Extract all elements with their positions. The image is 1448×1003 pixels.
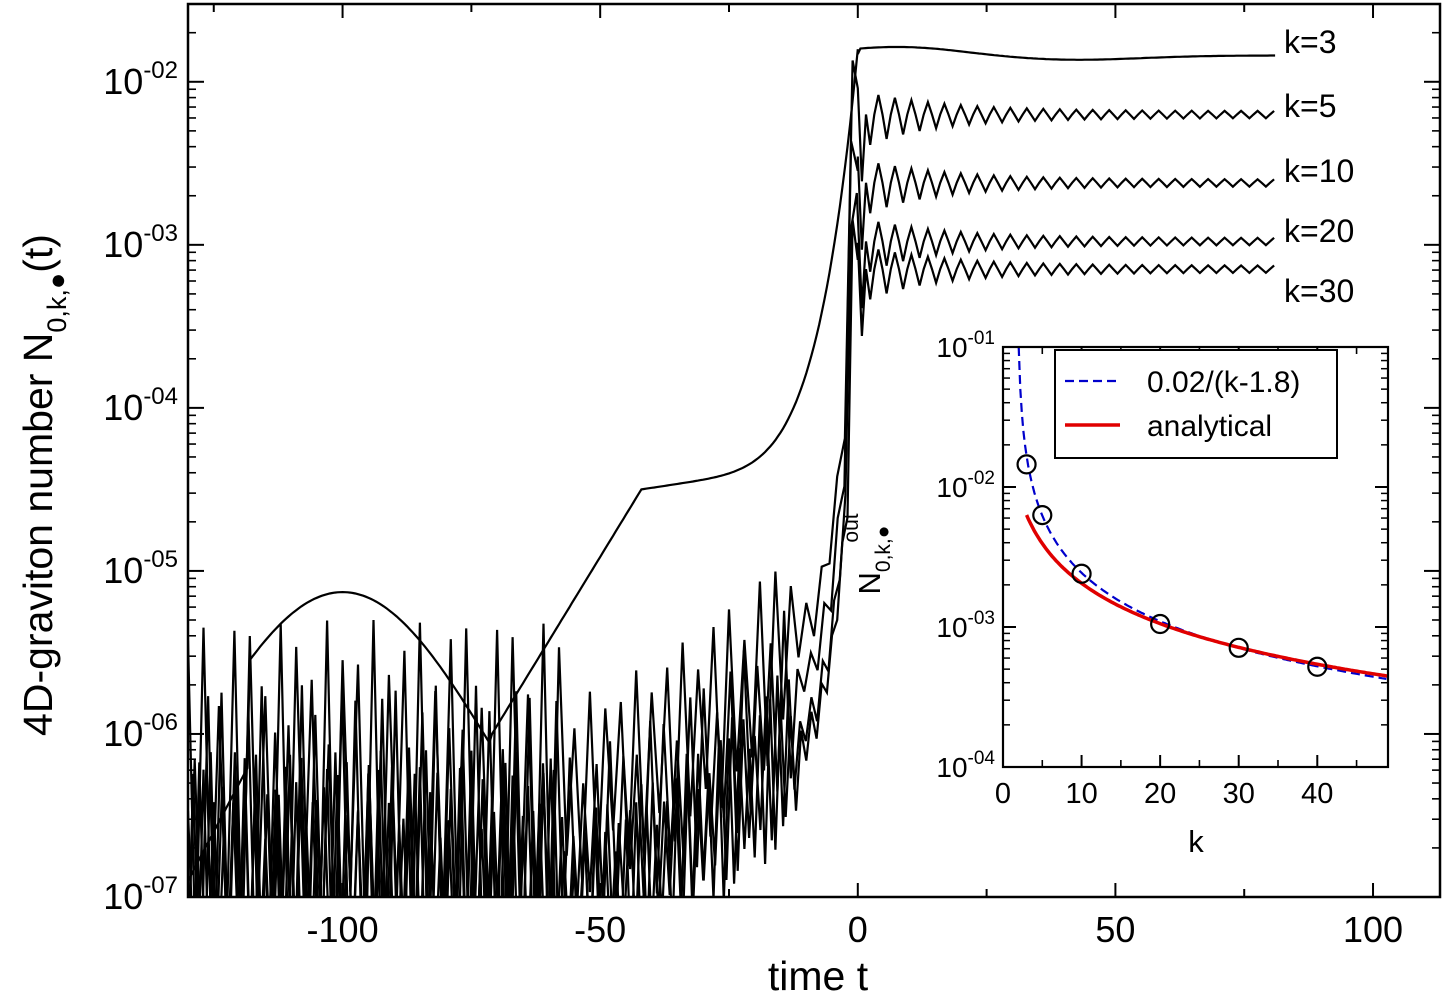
inset-y-tick-label: 10-04 (936, 748, 995, 783)
inset-y-axis-label-superscript: out (840, 513, 863, 542)
main-y-tick-exponent: -07 (143, 872, 178, 899)
data-point-k30 (1228, 637, 1249, 658)
inset-x-tick-label: 10 (1065, 778, 1097, 810)
data-point-k20 (1150, 613, 1171, 635)
main-frame-border (186, 2, 1442, 899)
main-y-tick-label: 10-05 (103, 546, 178, 591)
data-point-k3 (1016, 454, 1037, 475)
data-point-k5 (1032, 504, 1053, 526)
main-x-axis-label: time t (768, 953, 869, 998)
data-point-k40 (1307, 656, 1328, 677)
inset-y-tick-label: 10-01 (936, 328, 995, 363)
series-label-k10: k=10 (1284, 153, 1354, 189)
analytical-curve (1024, 514, 1389, 678)
main-y-tick-label: 10-02 (103, 57, 178, 102)
main-y-tick-label: 10-03 (103, 220, 178, 265)
inset-y-tick-label: 10-03 (936, 608, 995, 643)
main-x-tick-label: 100 (1343, 909, 1403, 950)
main-y-axis-label: 4D-graviton number N0,k,●(t) (15, 234, 72, 736)
inset-y-tick-label: 10-02 (936, 468, 995, 503)
legend-label-analytical: analytical (1147, 410, 1272, 443)
main-y-tick-exponent: -03 (143, 220, 178, 247)
inset-y-axis-label-subscript: 0,k,● (872, 526, 895, 573)
inset-x-axis-label: k (1188, 824, 1204, 859)
main-y-axis-label-group: 4D-graviton number N0,k,●(t) (15, 234, 72, 736)
inset-x-tick-label: 20 (1144, 778, 1176, 810)
main-y-axis-label-suffix: (t) (15, 234, 61, 273)
inset-y-axis-label-sup-group: out (840, 513, 863, 542)
inset-legend: 0.02/(k-1.8) analytical (1054, 349, 1338, 459)
main-y-tick-label: 10-04 (103, 383, 178, 428)
main-y-axis-label-text: 4D-graviton number N (15, 333, 61, 736)
main-series-group (188, 45, 1276, 897)
inset-x-tick-label: 40 (1301, 778, 1333, 810)
series-line-k30 (188, 219, 1275, 897)
main-y-tick-exponent: -06 (143, 709, 178, 736)
main-y-tick-exponent: -02 (143, 57, 178, 84)
main-x-tick-label: -100 (307, 909, 379, 950)
main-x-tick-label: 0 (848, 909, 868, 950)
legend-box (1054, 349, 1338, 459)
series-line-k20 (188, 192, 1275, 897)
legend-label-fit: 0.02/(k-1.8) (1147, 366, 1300, 399)
inset-y-tick-exponent: -03 (968, 608, 995, 629)
inset-y-tick-exponent: -02 (968, 468, 995, 489)
inset-x-tick-label: 0 (995, 778, 1011, 810)
main-y-tick-label: 10-06 (103, 709, 178, 754)
main-y-axis-label-subscript: 0,k,● (42, 273, 72, 333)
main-x-tick-label: 50 (1095, 909, 1135, 950)
inset-x-tick-label: 30 (1223, 778, 1255, 810)
main-plot-frame: -100 -50 0 50 10010-0710-0610-0510-0410-0310… (103, 2, 1442, 950)
inset-y-tick-exponent: -04 (968, 748, 996, 769)
main-y-tick-label: 10-07 (103, 872, 178, 917)
inset-y-tick-exponent: -01 (968, 328, 995, 349)
inset-y-axis-label: N0,k,● (852, 526, 895, 595)
main-y-tick-exponent: -05 (143, 546, 178, 573)
main-x-tick-label: -50 (574, 909, 626, 950)
inset-y-axis-label-group: N0,k,● (852, 526, 895, 595)
data-point-k10 (1071, 563, 1092, 584)
inset-frame-border (1001, 345, 1390, 769)
series-label-k3: k=3 (1284, 24, 1336, 60)
inset-y-axis-label-text: N (852, 572, 887, 594)
series-label-k5: k=5 (1284, 88, 1336, 124)
series-line-k5 (188, 60, 1275, 897)
series-label-k30: k=30 (1284, 273, 1354, 309)
series-label-k20: k=20 (1284, 213, 1354, 249)
series-line-k3 (188, 45, 1276, 882)
inset-series-group (1016, 346, 1389, 680)
main-y-tick-exponent: -04 (143, 383, 178, 410)
